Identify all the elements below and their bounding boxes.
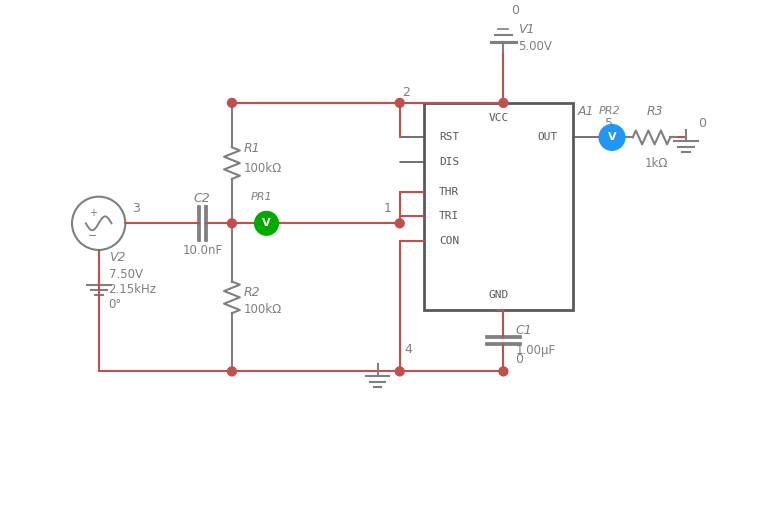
Text: 5: 5	[605, 117, 613, 129]
Text: V1: V1	[518, 23, 535, 36]
Text: VCC: VCC	[489, 112, 508, 123]
Text: PR1: PR1	[250, 191, 272, 202]
Text: PR2: PR2	[599, 106, 621, 116]
Circle shape	[228, 219, 237, 228]
Text: 3: 3	[132, 203, 140, 215]
Text: 2.15kHz: 2.15kHz	[109, 283, 157, 296]
Text: CON: CON	[439, 236, 460, 246]
Text: V: V	[263, 218, 271, 229]
Circle shape	[228, 367, 237, 376]
Text: GND: GND	[489, 290, 508, 300]
Text: 0: 0	[515, 353, 524, 366]
Text: V2: V2	[109, 251, 125, 264]
Circle shape	[395, 367, 404, 376]
Text: 5.00V: 5.00V	[518, 40, 552, 53]
Text: C1: C1	[515, 324, 532, 337]
Text: 1kΩ: 1kΩ	[645, 157, 668, 170]
Text: R3: R3	[647, 105, 663, 118]
Text: −: −	[88, 231, 97, 241]
Circle shape	[499, 98, 508, 107]
Text: C2: C2	[194, 191, 211, 205]
Text: 10.0nF: 10.0nF	[182, 244, 222, 257]
Text: 4: 4	[405, 343, 412, 356]
Text: R1: R1	[244, 142, 260, 155]
Text: 7.50V: 7.50V	[109, 268, 142, 281]
Circle shape	[599, 125, 625, 150]
Text: R2: R2	[244, 286, 260, 299]
Text: 1.00μF: 1.00μF	[515, 344, 556, 357]
Circle shape	[228, 98, 237, 107]
Text: RST: RST	[439, 132, 460, 143]
Text: 0°: 0°	[109, 298, 122, 311]
Text: 0: 0	[698, 117, 706, 129]
Circle shape	[499, 367, 508, 376]
Text: V: V	[608, 132, 616, 143]
Text: 1: 1	[384, 203, 392, 215]
Text: 0: 0	[511, 4, 519, 17]
Text: 100kΩ: 100kΩ	[244, 303, 282, 316]
Text: TRI: TRI	[439, 211, 460, 221]
Text: 2: 2	[402, 86, 409, 99]
Text: 100kΩ: 100kΩ	[244, 161, 282, 175]
Circle shape	[255, 211, 279, 235]
Text: DIS: DIS	[439, 157, 460, 167]
Circle shape	[395, 98, 404, 107]
Text: +: +	[89, 209, 97, 218]
Text: THR: THR	[439, 187, 460, 196]
Circle shape	[395, 219, 404, 228]
Bar	[425, 103, 572, 310]
Text: OUT: OUT	[537, 132, 558, 143]
Text: A1: A1	[578, 105, 594, 118]
